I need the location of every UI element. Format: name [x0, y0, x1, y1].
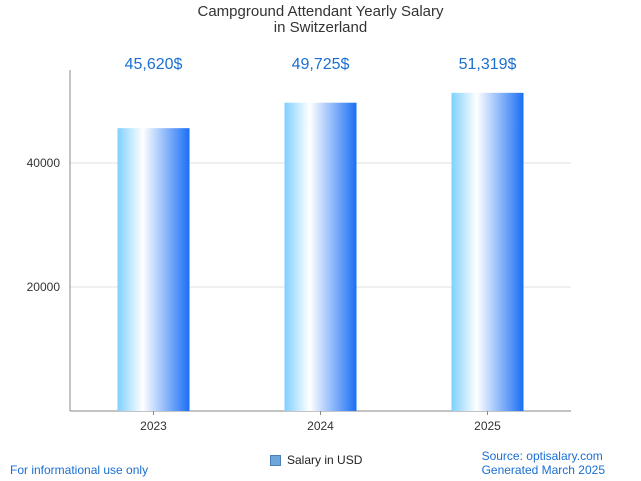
- bar-2025: [451, 92, 524, 411]
- source-info: Source: optisalary.com Generated March 2…: [482, 449, 605, 477]
- labels: 45,620$ 49,725$ 51,319$: [125, 56, 517, 73]
- generated-date: Generated March 2025: [481, 463, 605, 477]
- x-tick-label-2023: 2023: [140, 419, 167, 433]
- bar-2024: [284, 102, 357, 411]
- data-label-2023: 45,620$: [125, 56, 183, 73]
- bars: [117, 92, 524, 411]
- y-tick-label: 20000: [27, 280, 61, 294]
- x-tick-label-2025: 2025: [474, 419, 501, 433]
- data-label-2025: 51,319$: [459, 56, 517, 73]
- chart-title-line2: in Switzerland: [273, 19, 368, 36]
- legend-swatch: [270, 454, 281, 466]
- legend: Salary in USD: [270, 453, 362, 467]
- chart-title-line1: Campground Attendant Yearly Salary: [197, 3, 444, 20]
- disclaimer: For informational use only: [10, 463, 149, 477]
- legend-label: Salary in USD: [287, 453, 363, 467]
- source-link[interactable]: Source: optisalary.com: [481, 449, 603, 463]
- y-tick-label: 40000: [27, 156, 61, 170]
- data-label-2024: 49,725$: [292, 56, 350, 73]
- chart-title: Campground Attendant Yearly Salary in Sw…: [0, 4, 641, 36]
- x-tick-label-2024: 2024: [307, 419, 334, 433]
- bar-2023: [117, 128, 190, 411]
